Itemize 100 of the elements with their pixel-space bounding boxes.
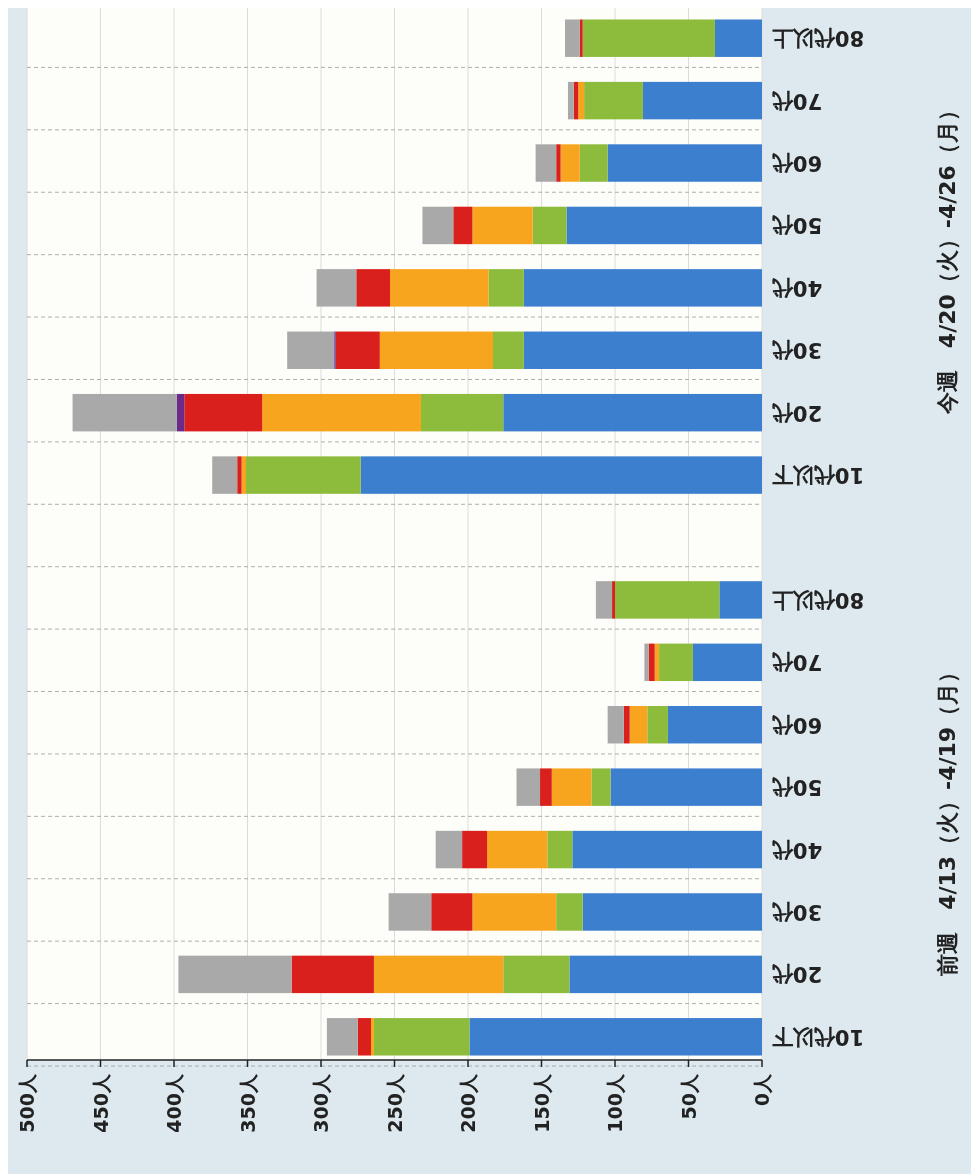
y-tick-label: 30代 — [772, 338, 823, 363]
bar — [579, 144, 608, 182]
bar — [241, 456, 247, 494]
bar — [237, 456, 242, 494]
bar — [370, 1018, 374, 1056]
bar — [431, 893, 473, 931]
bar — [316, 269, 357, 307]
bar — [184, 393, 263, 432]
bar — [72, 393, 177, 432]
bar — [176, 393, 185, 432]
bar — [246, 456, 361, 494]
bar — [516, 768, 541, 806]
x-tick-label: 300人 — [310, 1073, 332, 1133]
bar — [582, 19, 715, 57]
bar — [642, 81, 762, 120]
bar — [373, 955, 504, 994]
bar — [572, 830, 762, 869]
bar — [472, 206, 533, 245]
bar — [488, 269, 524, 307]
bar — [435, 830, 463, 869]
bar — [659, 643, 693, 682]
y-tick-label: 30代 — [772, 899, 823, 924]
bar — [648, 643, 655, 682]
x-tick-label: 400人 — [163, 1073, 185, 1133]
y-tick-label: 60代 — [772, 151, 823, 176]
x-tick-label: 50人 — [677, 1073, 700, 1120]
bar — [584, 81, 643, 120]
bar — [595, 581, 613, 619]
x-tick-label: 100人 — [604, 1073, 626, 1133]
bar — [360, 456, 762, 494]
bar — [692, 643, 762, 682]
x-tick-label: 150人 — [530, 1073, 553, 1133]
bar — [212, 456, 238, 494]
bar — [582, 893, 762, 931]
bar — [551, 768, 592, 806]
bar — [667, 706, 762, 744]
x-tick-label: 250人 — [383, 1073, 406, 1133]
y-tick-label: 10代以下 — [772, 1024, 865, 1049]
y-tick-label: 50代 — [772, 213, 823, 238]
bar — [610, 768, 762, 806]
bar — [492, 331, 524, 369]
bar — [420, 393, 504, 432]
bar — [523, 331, 762, 369]
bar — [326, 1018, 358, 1056]
text: 前週 4/13（火）-4/19（月） — [934, 660, 960, 977]
bar — [569, 955, 762, 994]
bar — [573, 81, 579, 120]
bar — [647, 706, 668, 744]
bar — [566, 206, 762, 245]
bar — [373, 1018, 470, 1056]
bar — [556, 144, 561, 182]
bar — [422, 206, 454, 245]
y-tick-label: 20代 — [772, 962, 823, 987]
bar — [356, 269, 391, 307]
bar — [503, 955, 570, 994]
bar — [287, 331, 335, 369]
bar — [556, 893, 583, 931]
bar — [578, 81, 585, 120]
x-tick-label: 200人 — [457, 1073, 479, 1133]
bar — [523, 269, 762, 307]
y-tick-label: 20代 — [772, 400, 823, 425]
bar — [607, 144, 762, 182]
bar — [547, 830, 573, 869]
bar — [565, 19, 580, 57]
bar — [591, 768, 611, 806]
x-tick-label: 0人 — [751, 1073, 773, 1107]
y-tick-label: 70代 — [772, 88, 823, 113]
bar — [612, 581, 615, 619]
y-tick-label: 50代 — [772, 775, 823, 800]
y-tick-label: 80代以上 — [772, 26, 865, 51]
bar — [532, 206, 567, 245]
bar — [335, 331, 380, 369]
bar — [644, 643, 649, 682]
bar — [719, 581, 762, 619]
bar — [469, 1018, 762, 1056]
y-tick-label: 70代 — [772, 650, 823, 675]
text: 今週 4/20（火）-4/26（月） — [934, 99, 960, 416]
bar — [535, 144, 557, 182]
bar — [714, 19, 762, 57]
x-tick-label: 350人 — [236, 1073, 259, 1133]
bar — [388, 893, 432, 931]
bar — [654, 643, 660, 682]
y-tick-label: 10代以下 — [772, 463, 865, 488]
bar — [357, 1018, 371, 1056]
bar — [560, 144, 580, 182]
bar — [540, 768, 552, 806]
bar — [262, 393, 421, 432]
bar — [567, 81, 574, 120]
bar — [607, 706, 624, 744]
bar — [462, 830, 488, 869]
bar — [503, 393, 762, 432]
y-tick-label: 60代 — [772, 712, 823, 737]
x-tick-label: 500人 — [16, 1073, 38, 1133]
bar — [579, 19, 583, 57]
bar — [291, 955, 374, 994]
bar — [623, 706, 630, 744]
x-tick-label: 450人 — [89, 1073, 112, 1133]
bar — [472, 893, 557, 931]
bar — [487, 830, 548, 869]
bar — [178, 955, 292, 994]
